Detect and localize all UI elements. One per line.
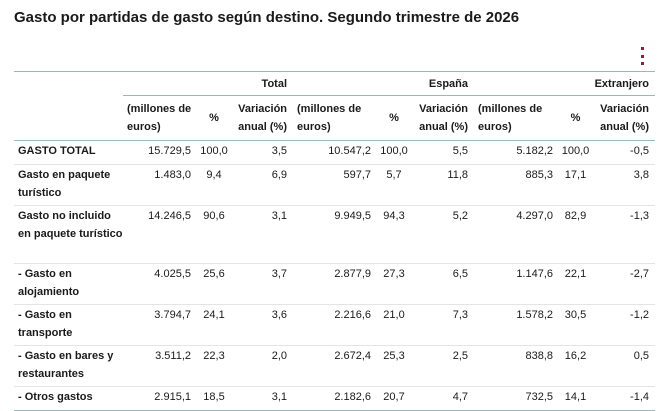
cell-espana-variacion: 5,2 (411, 205, 475, 264)
cell-total-millones: 14.246,5 (123, 205, 197, 264)
cell-espana-variacion: 11,8 (411, 164, 475, 206)
cell-extranjero-variacion: -1,3 (592, 205, 656, 264)
cell-espana-millones: 2.216,6 (293, 304, 378, 346)
table-row: Gasto no incluido en paquete turístico 1… (14, 205, 656, 264)
cell-espana-variacion: 2,5 (411, 345, 475, 387)
table-row: - Otros gastos 2.915,1 18,5 3,1 2.182,6 … (14, 386, 656, 411)
cell-espana-variacion: 7,3 (411, 304, 475, 346)
col-header-pct: % (197, 95, 231, 141)
cell-total-pct: 18,5 (197, 386, 231, 411)
cell-total-variacion: 3,1 (231, 205, 294, 264)
col-header-variacion: Variación anual (%) (411, 95, 475, 141)
cell-total-millones: 2.915,1 (123, 386, 197, 411)
expense-table: Total España Extranjero (millones de eur… (14, 71, 656, 411)
cell-espana-millones: 2.877,9 (293, 263, 378, 305)
cell-total-millones: 3.511,2 (123, 345, 197, 387)
header-spacer (14, 95, 123, 141)
cell-total-pct: 9,4 (197, 164, 231, 206)
row-label: Gasto en paquete turístico (14, 164, 123, 206)
cell-espana-millones: 10.547,2 (293, 140, 378, 165)
cell-extranjero-variacion: 0,5 (592, 345, 656, 387)
cell-espana-pct: 5,7 (377, 164, 412, 206)
cell-espana-pct: 25,3 (377, 345, 412, 387)
table-row: - Gasto en bares y restaurantes 3.511,2 … (14, 345, 656, 387)
cell-espana-millones: 9.949,5 (293, 205, 378, 264)
row-label: Gasto no incluido en paquete turístico (14, 205, 123, 264)
cell-total-variacion: 2,0 (231, 345, 294, 387)
cell-extranjero-pct: 16,2 (559, 345, 593, 387)
cell-espana-pct: 94,3 (377, 205, 412, 264)
table-row: GASTO TOTAL 15.729,5 100,0 3,5 10.547,2 … (14, 140, 656, 165)
cell-espana-variacion: 4,7 (411, 386, 475, 411)
cell-extranjero-millones: 4.297,0 (474, 205, 560, 264)
cell-extranjero-variacion: -0,5 (592, 140, 656, 165)
cell-total-variacion: 6,9 (231, 164, 294, 206)
cell-extranjero-millones: 885,3 (474, 164, 560, 206)
menu-dot (640, 62, 644, 65)
group-header-espana: España (293, 71, 475, 96)
cell-total-pct: 22,3 (197, 345, 231, 387)
cell-total-variacion: 3,5 (231, 140, 294, 165)
page-title: Gasto por partidas de gasto según destin… (14, 9, 520, 26)
cell-extranjero-millones: 1.147,6 (474, 263, 560, 305)
cell-extranjero-variacion: -1,4 (592, 386, 656, 411)
cell-espana-pct: 20,7 (377, 386, 412, 411)
row-label: - Gasto en bares y restaurantes (14, 345, 123, 387)
cell-espana-pct: 100,0 (377, 140, 412, 165)
row-label: - Gasto en alojamiento (14, 263, 123, 305)
cell-total-pct: 24,1 (197, 304, 231, 346)
cell-extranjero-millones: 1.578,2 (474, 304, 560, 346)
col-header-millones: (millones de euros) (123, 95, 197, 141)
cell-total-pct: 25,6 (197, 263, 231, 305)
cell-extranjero-pct: 30,5 (559, 304, 593, 346)
cell-total-millones: 4.025,5 (123, 263, 197, 305)
cell-espana-pct: 27,3 (377, 263, 412, 305)
col-header-millones: (millones de euros) (293, 95, 378, 141)
col-header-variacion: Variación anual (%) (231, 95, 294, 141)
cell-extranjero-millones: 732,5 (474, 386, 560, 411)
menu-dot (640, 54, 644, 58)
row-label: - Otros gastos (14, 386, 123, 411)
cell-total-variacion: 3,6 (231, 304, 294, 346)
col-header-pct: % (559, 95, 593, 141)
cell-espana-variacion: 6,5 (411, 263, 475, 305)
menu-dot (640, 47, 644, 50)
cell-extranjero-variacion: 3,8 (592, 164, 656, 206)
row-label: - Gasto en transporte (14, 304, 123, 346)
col-header-pct: % (377, 95, 412, 141)
cell-total-millones: 1.483,0 (123, 164, 197, 206)
cell-espana-variacion: 5,5 (411, 140, 475, 165)
cell-extranjero-pct: 82,9 (559, 205, 593, 264)
cell-total-pct: 100,0 (197, 140, 231, 165)
table-header: Total España Extranjero (millones de eur… (14, 71, 656, 141)
group-header-total: Total (123, 71, 294, 96)
cell-total-pct: 90,6 (197, 205, 231, 264)
cell-extranjero-pct: 100,0 (559, 140, 593, 165)
cell-extranjero-millones: 5.182,2 (474, 140, 560, 165)
table-row: - Gasto en transporte 3.794,7 24,1 3,6 2… (14, 304, 656, 346)
cell-espana-pct: 21,0 (377, 304, 412, 346)
cell-extranjero-pct: 22,1 (559, 263, 593, 305)
cell-extranjero-variacion: -2,7 (592, 263, 656, 305)
group-header-extranjero: Extranjero (474, 71, 656, 96)
cell-extranjero-variacion: -1,2 (592, 304, 656, 346)
cell-espana-millones: 2.182,6 (293, 386, 378, 411)
cell-espana-millones: 597,7 (293, 164, 378, 206)
header-spacer (14, 71, 123, 96)
cell-extranjero-pct: 14,1 (559, 386, 593, 411)
col-header-variacion: Variación anual (%) (592, 95, 656, 141)
cell-total-millones: 3.794,7 (123, 304, 197, 346)
more-options-menu-icon[interactable] (637, 47, 647, 65)
col-header-millones: (millones de euros) (474, 95, 560, 141)
cell-total-millones: 15.729,5 (123, 140, 197, 165)
table-row: Gasto en paquete turístico 1.483,0 9,4 6… (14, 164, 656, 206)
cell-extranjero-millones: 838,8 (474, 345, 560, 387)
cell-extranjero-pct: 17,1 (559, 164, 593, 206)
cell-espana-millones: 2.672,4 (293, 345, 378, 387)
cell-total-variacion: 3,1 (231, 386, 294, 411)
table-row: - Gasto en alojamiento 4.025,5 25,6 3,7 … (14, 263, 656, 305)
row-label: GASTO TOTAL (14, 140, 123, 165)
cell-total-variacion: 3,7 (231, 263, 294, 305)
table-body: GASTO TOTAL 15.729,5 100,0 3,5 10.547,2 … (14, 140, 656, 411)
